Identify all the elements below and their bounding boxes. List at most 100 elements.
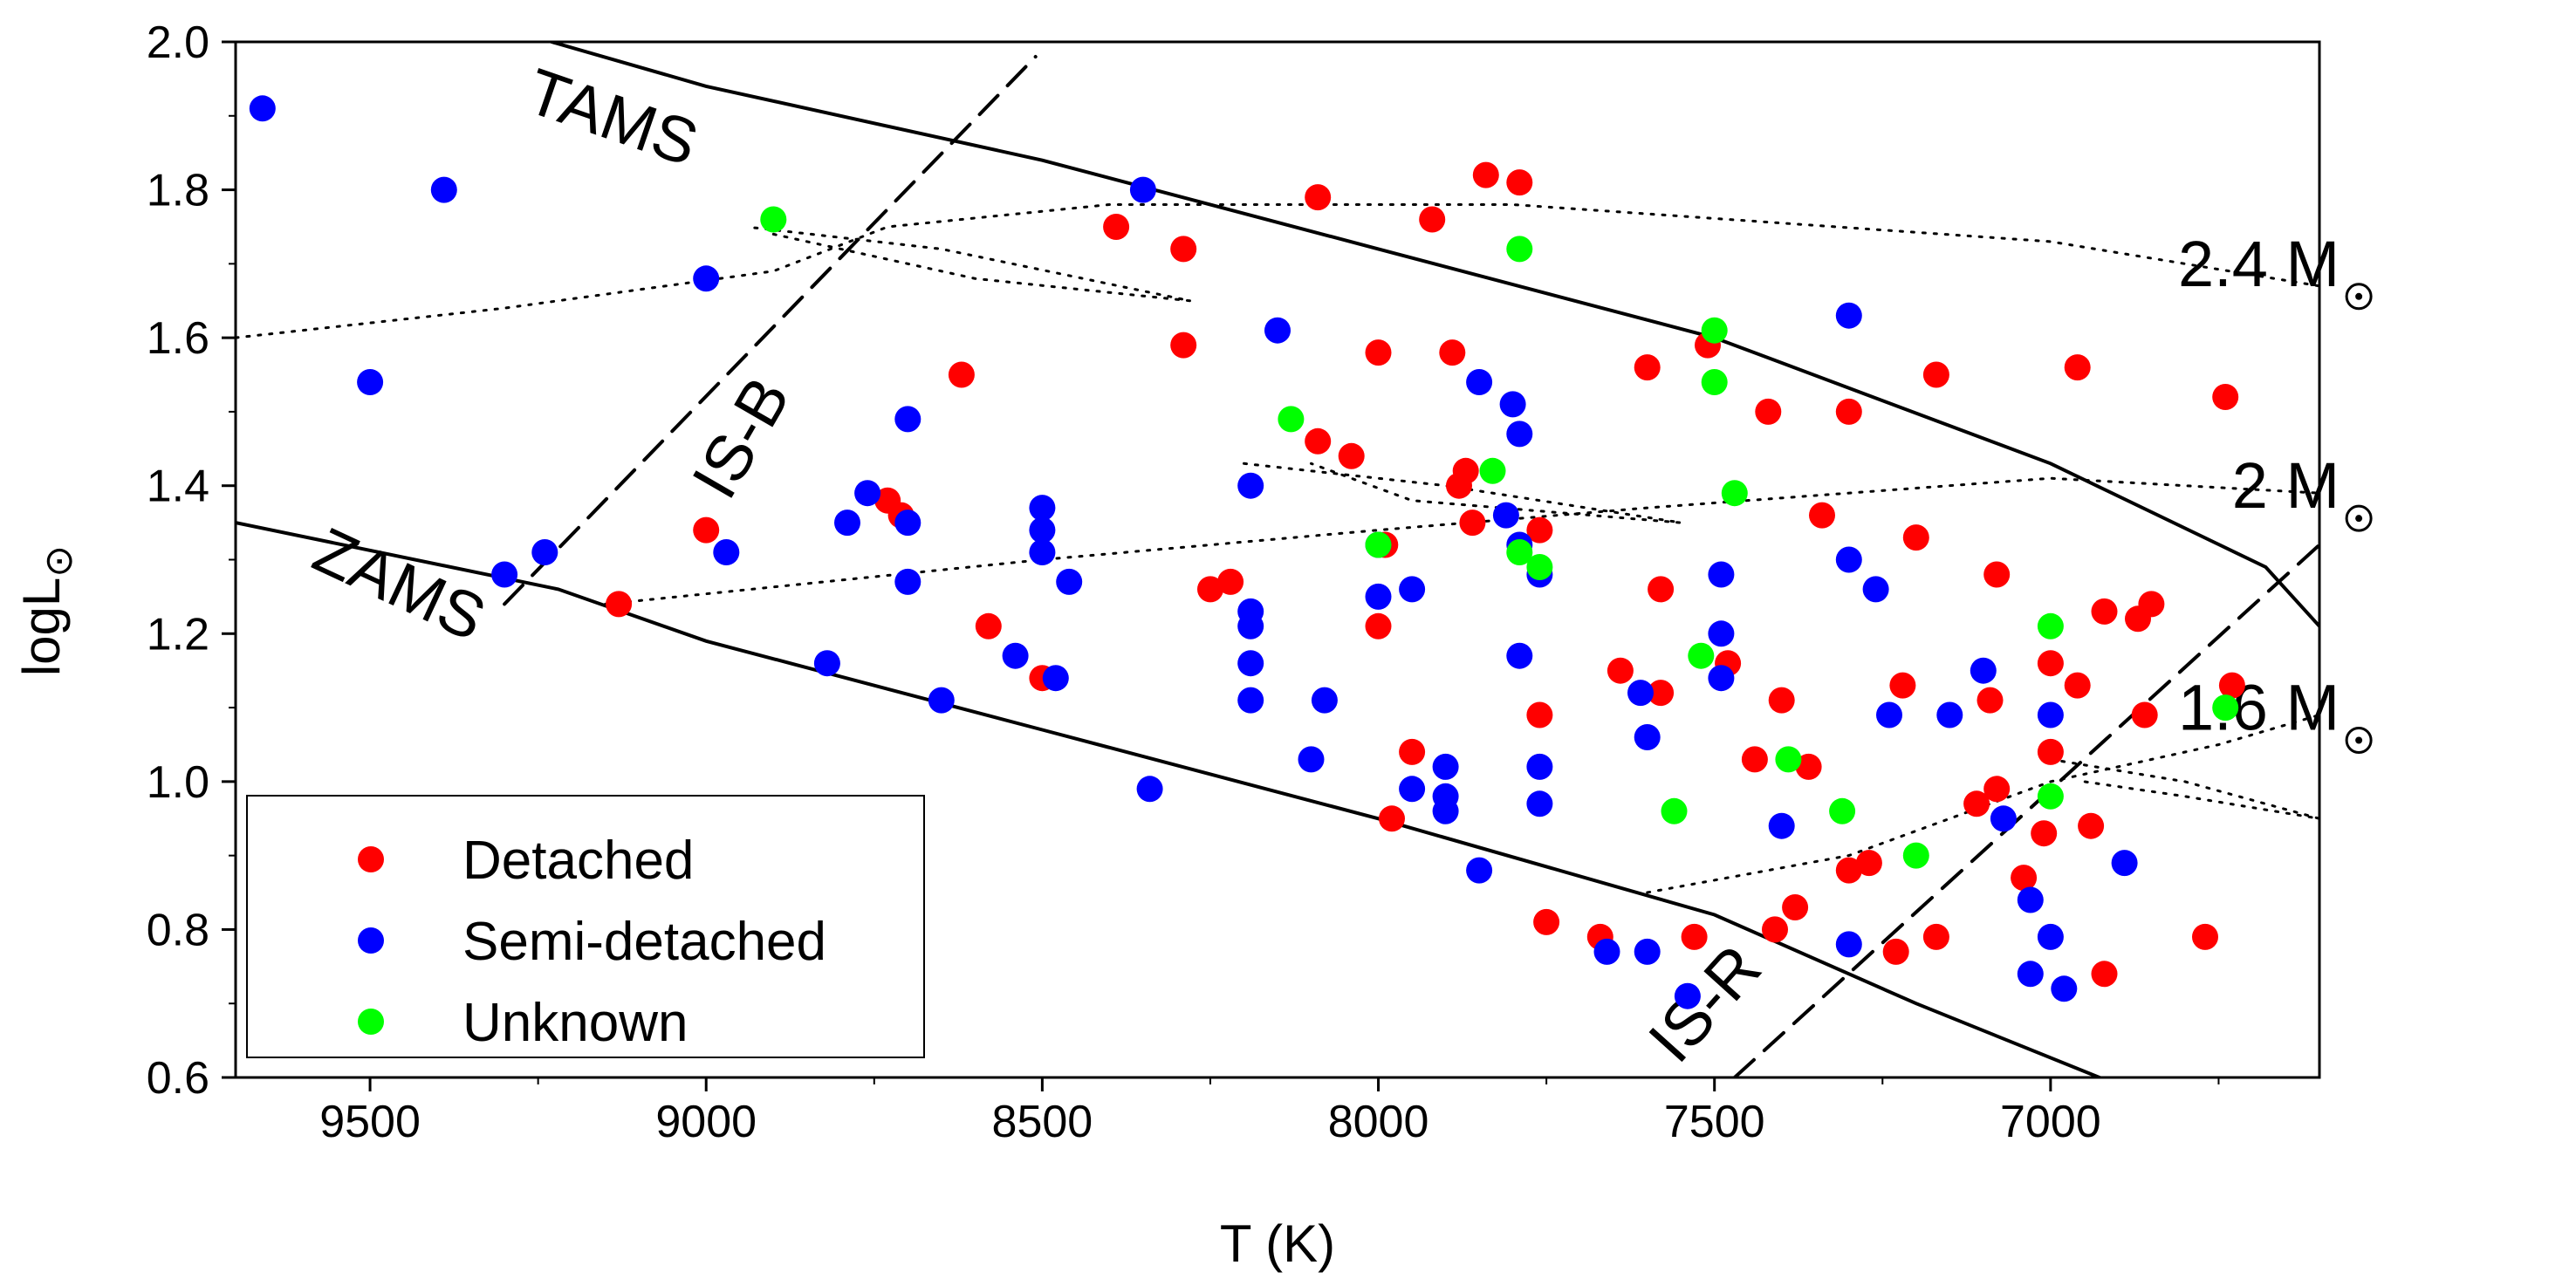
point-semi-detached (1399, 576, 1426, 603)
legend-box (246, 795, 925, 1058)
point-detached (1889, 672, 1916, 699)
point-unknown (1829, 797, 1856, 824)
annotation-mass: 2.4 M (2178, 228, 2340, 300)
point-semi-detached (1136, 776, 1163, 803)
point-semi-detached (894, 406, 921, 433)
point-detached (1795, 753, 1822, 780)
point-detached (1526, 701, 1553, 728)
curve-is-r (1732, 543, 2319, 1077)
point-detached (2037, 738, 2064, 765)
legend-label: Detached (462, 831, 694, 891)
point-semi-detached (1029, 516, 1056, 544)
point-detached (948, 361, 975, 388)
point-semi-detached (491, 561, 518, 588)
point-detached (1648, 680, 1675, 707)
point-detached (1217, 568, 1244, 595)
curve-track-2-loop (1243, 462, 1682, 524)
annotation-mass: 1.6 M (2178, 672, 2340, 744)
point-detached (1922, 361, 1949, 388)
y-axis-title-main: logL (12, 578, 71, 676)
point-detached (1506, 169, 1533, 196)
annotation-zams: ZAMS (303, 513, 496, 654)
point-semi-detached (1708, 665, 1735, 692)
point-semi-detached (693, 265, 720, 292)
point-semi-detached (1627, 680, 1654, 707)
curve-zams (236, 521, 2105, 1077)
point-detached (1197, 576, 1223, 603)
point-semi-detached (713, 539, 740, 565)
curve-track-1-6 (1646, 714, 2319, 894)
point-semi-detached (1002, 642, 1029, 669)
point-semi-detached (1237, 472, 1264, 499)
point-semi-detached (1056, 568, 1083, 595)
point-semi-detached (1990, 805, 2017, 832)
point-detached (1305, 184, 1332, 211)
point-semi-detached (1936, 701, 1963, 728)
point-unknown (760, 206, 787, 233)
point-semi-detached (1708, 561, 1735, 588)
point-detached (1768, 687, 1795, 714)
y-tick-label: 1.4 (147, 462, 209, 512)
point-semi-detached (1399, 776, 1426, 803)
legend-marker (358, 1009, 384, 1035)
point-detached (2131, 701, 2158, 728)
point-detached (2011, 865, 2038, 892)
point-semi-detached (2037, 701, 2064, 728)
point-detached (2212, 384, 2239, 410)
point-semi-detached (1298, 746, 1325, 773)
point-detached (1809, 502, 1835, 529)
x-tick-label: 7000 (2000, 1097, 2101, 1147)
point-semi-detached (1862, 576, 1889, 603)
point-unknown (2037, 783, 2064, 810)
plot-frame (234, 40, 2321, 1079)
point-semi-detached (531, 539, 558, 565)
point-semi-detached (928, 687, 955, 714)
point-unknown (1479, 457, 1506, 484)
point-detached (1977, 687, 2004, 714)
point-semi-detached (1876, 701, 1902, 728)
point-unknown (2037, 612, 2064, 640)
point-semi-detached (1593, 938, 1620, 965)
point-detached (1379, 805, 1405, 832)
annotation-tams: TAMS (518, 54, 707, 180)
x-tick-label: 9000 (655, 1097, 757, 1147)
point-detached (1835, 398, 1862, 425)
point-semi-detached (1029, 495, 1056, 522)
point-detached (2218, 672, 2245, 699)
point-detached (1439, 339, 1466, 366)
point-unknown (1721, 480, 1748, 507)
point-detached (1419, 206, 1446, 233)
point-semi-detached (2111, 850, 2138, 877)
point-unknown (1506, 236, 1533, 263)
x-tick-label: 9500 (319, 1097, 421, 1147)
point-semi-detached (1768, 812, 1795, 839)
legend-marker (358, 846, 384, 872)
point-semi-detached (1492, 502, 1519, 529)
y-tick-label: 0.8 (147, 905, 209, 955)
point-detached (1902, 524, 1929, 551)
legend-label: Unknown (462, 993, 688, 1053)
point-detached (606, 591, 633, 618)
point-semi-detached (1432, 797, 1459, 824)
point-unknown (1701, 317, 1728, 344)
x-tick-label: 8000 (1328, 1097, 1429, 1147)
point-detached (1103, 214, 1130, 240)
sun-symbol-icon (2345, 504, 2373, 532)
curve-tams (550, 42, 2319, 628)
point-semi-detached (357, 369, 384, 395)
data-points (249, 95, 2245, 1009)
point-unknown (1775, 746, 1802, 773)
point-semi-detached (1042, 665, 1069, 692)
point-detached (1755, 398, 1782, 425)
point-semi-detached (249, 95, 276, 122)
point-detached (1365, 612, 1392, 640)
point-detached (1338, 442, 1365, 469)
x-axis-title: T (K) (1220, 1214, 1335, 1273)
point-semi-detached (1835, 931, 1862, 958)
point-detached (693, 516, 720, 544)
point-detached (2031, 820, 2058, 847)
point-semi-detached (1835, 302, 1862, 329)
point-unknown (1526, 554, 1553, 580)
curve-track-2-4-loop (744, 225, 1191, 303)
